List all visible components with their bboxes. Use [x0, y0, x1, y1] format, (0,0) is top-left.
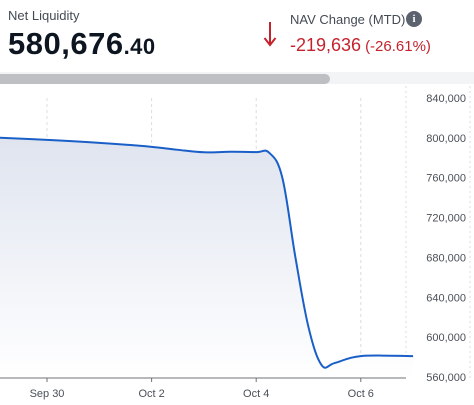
- x-tick-label: Oct 2: [138, 388, 164, 400]
- nav-change-percent: (-26.61%): [365, 38, 431, 55]
- x-tick-label: Oct 6: [348, 388, 374, 400]
- net-liquidity-integer: 580,676: [8, 26, 124, 61]
- net-liquidity-decimal: .40: [123, 34, 156, 59]
- horizontal-scrollbar-thumb[interactable]: [0, 74, 330, 84]
- net-liquidity-value: 580,676.40: [8, 26, 156, 62]
- nav-change-amount: -219,636: [290, 35, 362, 55]
- series-area-fill: [0, 137, 414, 378]
- x-tick-label: Oct 4: [243, 388, 269, 400]
- y-tick-label: 720,000: [426, 213, 466, 225]
- info-icon[interactable]: i: [406, 11, 422, 27]
- nav-chart: Sep 30 Oct 2 Oct 4 Oct 6 840,000 800,000 760,0…: [0, 86, 471, 400]
- down-arrow-icon: [263, 22, 277, 47]
- x-tick-label: Sep 30: [30, 388, 65, 400]
- y-tick-label: 840,000: [426, 93, 466, 105]
- net-liquidity-label: Net Liquidity: [8, 8, 80, 23]
- y-tick-label: 760,000: [426, 173, 466, 185]
- y-tick-label: 640,000: [426, 292, 466, 304]
- nav-change-label: NAV Change (MTD): [290, 12, 406, 27]
- y-tick-label: 680,000: [426, 252, 466, 264]
- series-line: [0, 136, 414, 369]
- account-header: Net Liquidity 580,676.40 NAV Change (MTD…: [0, 0, 474, 90]
- y-tick-label: 560,000: [426, 372, 466, 384]
- nav-change-value: -219,636 (-26.61%): [290, 35, 431, 56]
- y-tick-label: 800,000: [426, 133, 466, 145]
- y-tick-label: 600,000: [426, 332, 466, 344]
